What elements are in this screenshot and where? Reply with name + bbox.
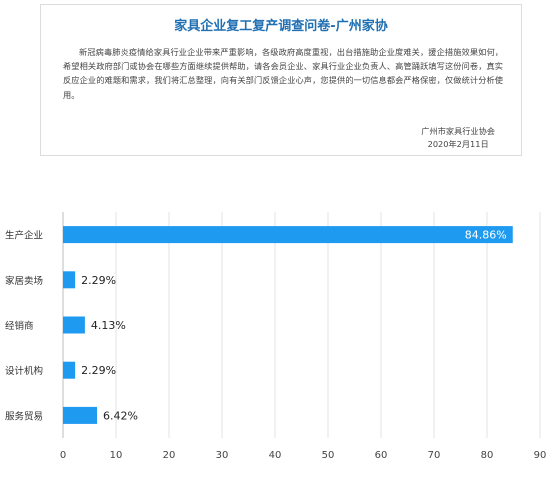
category-label: 经销商 [5, 320, 34, 332]
survey-signature: 广州市家具行业协会 2020年2月11日 [421, 125, 495, 151]
x-tick-label: 70 [428, 450, 441, 461]
bar [63, 406, 98, 424]
bar [63, 226, 513, 244]
category-label: 设计机构 [5, 365, 43, 377]
value-label: 2.29% [81, 274, 116, 287]
category-label: 家居卖场 [5, 275, 43, 287]
value-label: 4.13% [91, 319, 126, 332]
bar [63, 271, 76, 289]
x-tick-label: 80 [481, 450, 494, 461]
x-tick-label: 60 [375, 450, 388, 461]
category-label: 服务贸易 [5, 410, 43, 422]
x-tick-label: 90 [534, 450, 547, 461]
value-label: 6.42% [103, 409, 138, 422]
bars [63, 226, 513, 424]
x-tick-label: 40 [269, 450, 282, 461]
value-label: 84.86% [465, 229, 507, 242]
bar [63, 361, 76, 379]
grid-lines [62, 212, 541, 438]
x-tick-label: 20 [163, 450, 176, 461]
survey-title: 家具企业复工复产调查问卷-广州家协 [174, 19, 388, 34]
bar [63, 316, 85, 334]
labels: 0 10 20 30 40 50 60 70 80 90 生产企业 84.86% 家居卖场 2.29% 经销… [5, 229, 546, 461]
bar-chart: 0 10 20 30 40 50 60 70 80 90 生产企业 84.86% 家居卖场 2.29% 经销… [5, 212, 546, 461]
x-tick-label: 30 [216, 450, 229, 461]
x-tick-label: 0 [60, 450, 66, 461]
value-label: 2.29% [81, 364, 116, 377]
category-label: 生产企业 [5, 230, 43, 242]
survey-org: 广州市家具行业协会 [421, 126, 495, 136]
survey-card: 家具企业复工复产调查问卷-广州家协 新冠病毒肺炎疫情给家具行业企业带来严重影响，… [40, 4, 522, 156]
survey-intro: 新冠病毒肺炎疫情给家具行业企业带来严重影响，各级政府高度重视，出台措施助企业度难… [63, 47, 503, 100]
x-tick-label: 10 [110, 450, 123, 461]
survey-date: 2020年2月11日 [427, 139, 489, 149]
x-tick-label: 50 [322, 450, 335, 461]
